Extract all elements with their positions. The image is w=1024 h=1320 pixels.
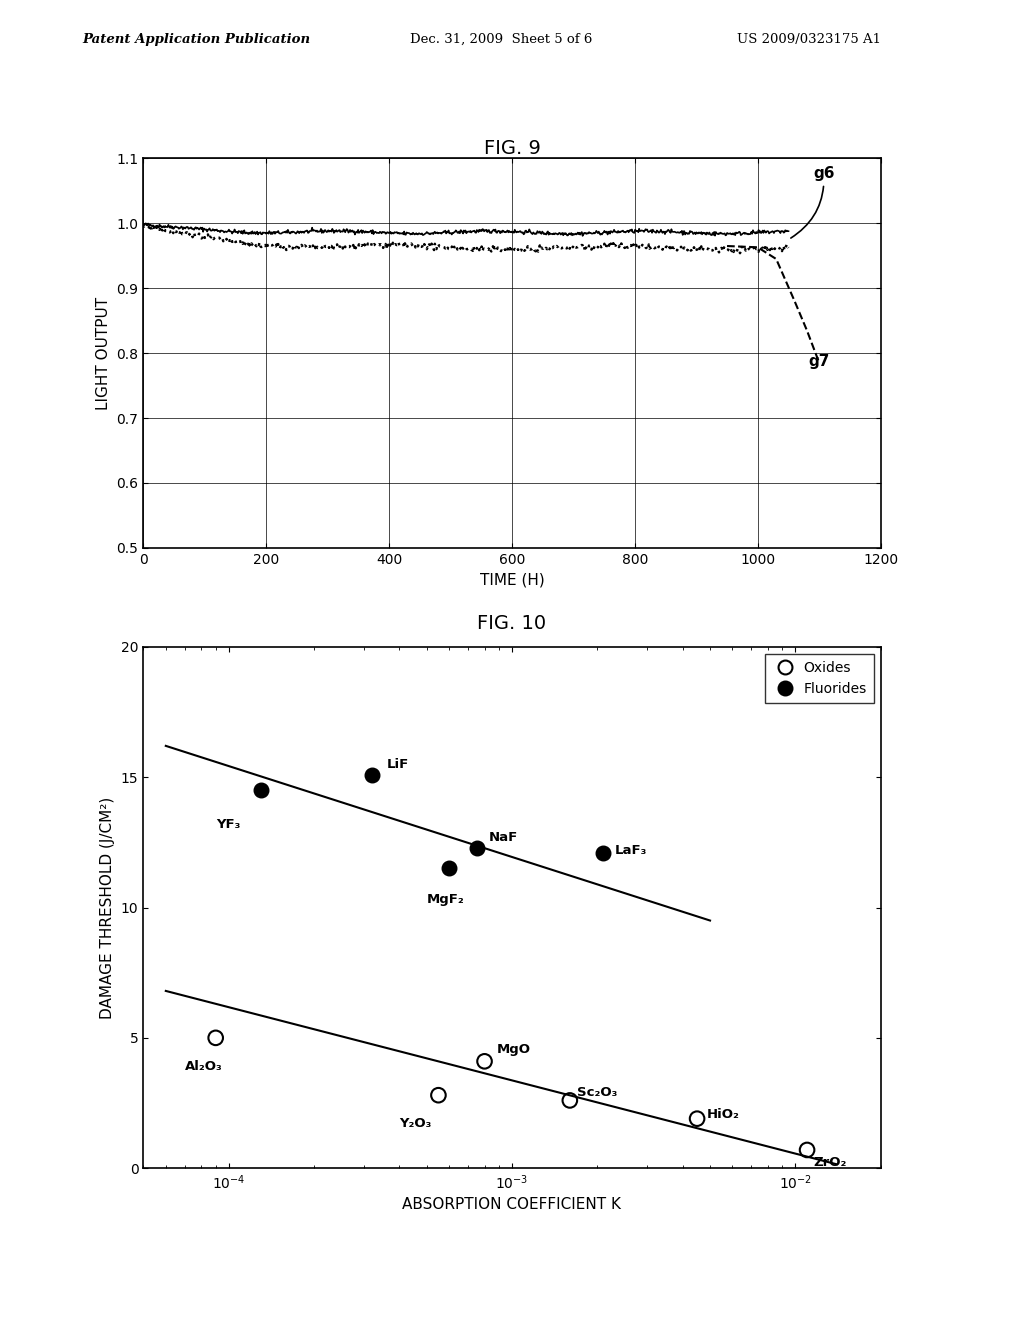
- Point: [476, 1051, 493, 1072]
- Text: Dec. 31, 2009  Sheet 5 of 6: Dec. 31, 2009 Sheet 5 of 6: [410, 33, 592, 46]
- Text: US 2009/0323175 A1: US 2009/0323175 A1: [737, 33, 882, 46]
- Point: [689, 1107, 706, 1129]
- Text: HiO₂: HiO₂: [707, 1109, 739, 1121]
- Point: [799, 1139, 815, 1160]
- Point: [208, 1027, 224, 1048]
- X-axis label: TIME (H): TIME (H): [479, 572, 545, 587]
- X-axis label: ABSORPTION COEFFICIENT K: ABSORPTION COEFFICIENT K: [402, 1197, 622, 1212]
- Text: NaF: NaF: [489, 830, 518, 843]
- Text: MgF₂: MgF₂: [427, 894, 465, 906]
- Y-axis label: DAMAGE THRESHOLD (J/CM²): DAMAGE THRESHOLD (J/CM²): [100, 796, 116, 1019]
- Point: [441, 858, 458, 879]
- Text: MgO: MgO: [497, 1043, 530, 1056]
- Text: ZrO₂: ZrO₂: [814, 1156, 847, 1170]
- Point: [595, 842, 611, 863]
- Text: Patent Application Publication: Patent Application Publication: [82, 33, 310, 46]
- Text: LaF₃: LaF₃: [614, 843, 647, 857]
- Legend: Oxides, Fluorides: Oxides, Fluorides: [765, 653, 873, 702]
- Text: g6: g6: [791, 166, 835, 238]
- Point: [364, 764, 380, 785]
- Text: Y₂O₃: Y₂O₃: [399, 1118, 432, 1130]
- Point: [561, 1090, 578, 1111]
- Y-axis label: LIGHT OUTPUT: LIGHT OUTPUT: [96, 297, 111, 409]
- Point: [253, 780, 269, 801]
- Text: g7: g7: [808, 354, 829, 370]
- Text: Al₂O₃: Al₂O₃: [184, 1060, 222, 1073]
- Point: [430, 1085, 446, 1106]
- Text: LiF: LiF: [386, 758, 409, 771]
- Text: FIG. 10: FIG. 10: [477, 614, 547, 632]
- Point: [468, 837, 484, 858]
- Text: FIG. 9: FIG. 9: [483, 139, 541, 157]
- Text: Sc₂O₃: Sc₂O₃: [578, 1086, 617, 1100]
- Text: YF₃: YF₃: [216, 817, 240, 830]
